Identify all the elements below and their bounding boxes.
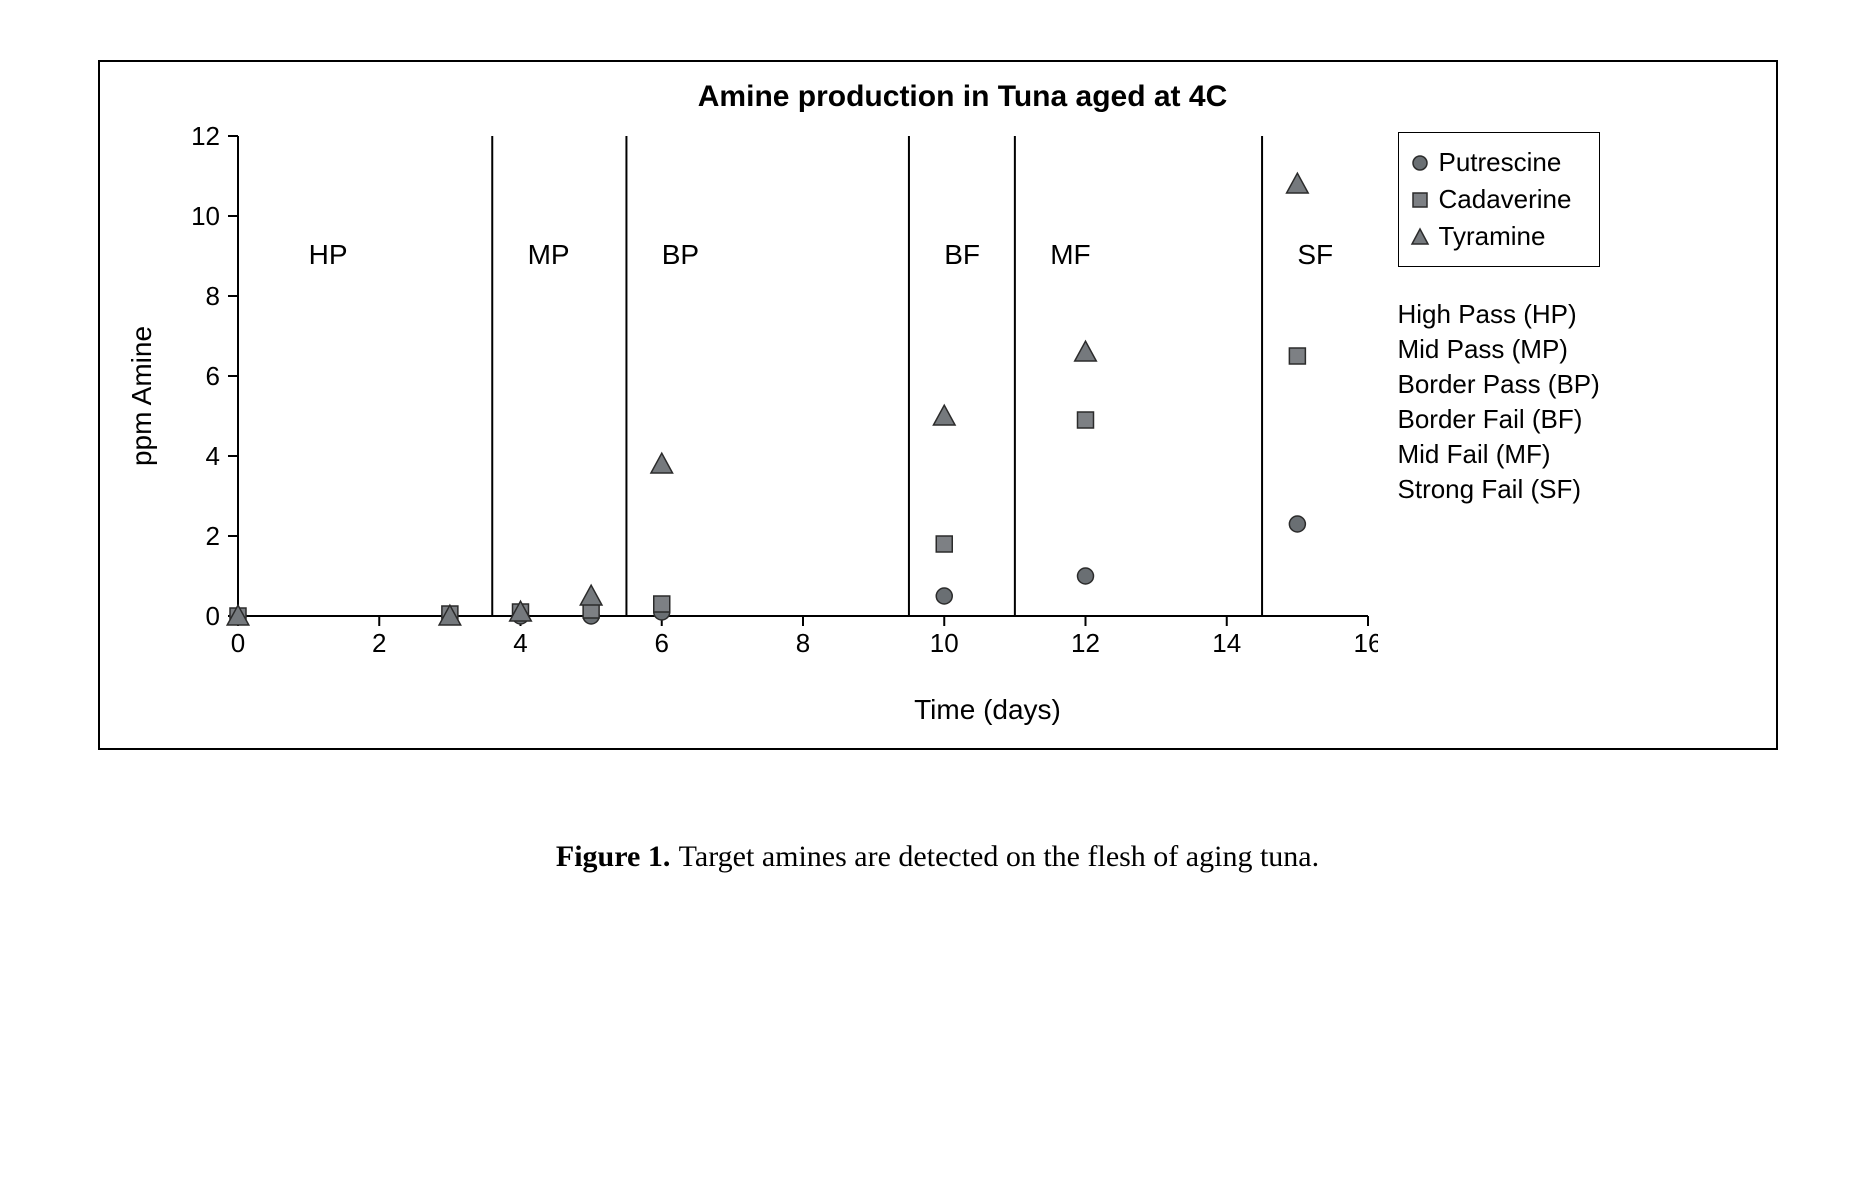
svg-text:6: 6 xyxy=(205,361,219,391)
svg-text:2: 2 xyxy=(372,628,386,658)
circle-icon xyxy=(1409,152,1431,174)
triangle-icon xyxy=(1409,226,1431,248)
y-axis-label: ppm Amine xyxy=(127,326,159,466)
definition-line: Strong Fail (SF) xyxy=(1398,474,1600,505)
svg-text:14: 14 xyxy=(1212,628,1241,658)
svg-text:BP: BP xyxy=(661,239,698,270)
svg-text:BF: BF xyxy=(944,239,980,270)
legend-item: Cadaverine xyxy=(1409,184,1585,215)
svg-text:2: 2 xyxy=(205,521,219,551)
definition-line: Mid Fail (MF) xyxy=(1398,439,1600,470)
definitions-list: High Pass (HP) Mid Pass (MP) Border Pass (… xyxy=(1398,295,1600,509)
definition-line: Border Fail (BF) xyxy=(1398,404,1600,435)
plot-svg: 0 2 4 6 8 10 12 0 2 4 6 8 10 12 14 16 HP MP BP BF MF SF xyxy=(168,126,1378,666)
svg-text:16: 16 xyxy=(1353,628,1377,658)
svg-text:MF: MF xyxy=(1050,239,1090,270)
svg-text:12: 12 xyxy=(1071,628,1100,658)
svg-text:SF: SF xyxy=(1297,239,1333,270)
svg-text:HP: HP xyxy=(308,239,347,270)
svg-text:10: 10 xyxy=(929,628,958,658)
svg-text:4: 4 xyxy=(513,628,527,658)
figure-text: Target amines are detected on the flesh … xyxy=(679,840,1319,873)
svg-text:MP: MP xyxy=(527,239,569,270)
svg-text:10: 10 xyxy=(191,201,220,231)
legend: Putrescine Cadaverine Tyramine xyxy=(1398,132,1600,267)
svg-text:6: 6 xyxy=(654,628,668,658)
chart-frame: Amine production in Tuna aged at 4C ppm … xyxy=(98,60,1778,750)
legend-label: Cadaverine xyxy=(1439,184,1572,215)
figure-caption: Figure 1. Target amines are detected on … xyxy=(60,840,1815,874)
legend-label: Putrescine xyxy=(1439,147,1562,178)
svg-text:8: 8 xyxy=(205,281,219,311)
definition-line: Mid Pass (MP) xyxy=(1398,334,1600,365)
figure-number: Figure 1. xyxy=(556,840,670,873)
chart-body: ppm Amine 0 2 4 6 8 10 12 0 2 4 6 8 10 12 14 16 HP MP BP BF… xyxy=(118,126,1758,666)
legend-item: Tyramine xyxy=(1409,221,1585,252)
legend-label: Tyramine xyxy=(1439,221,1546,252)
chart-title: Amine production in Tuna aged at 4C xyxy=(118,80,1758,114)
svg-text:4: 4 xyxy=(205,441,219,471)
square-icon xyxy=(1409,189,1431,211)
plot-column: 0 2 4 6 8 10 12 0 2 4 6 8 10 12 14 16 HP MP BP BF MF SF xyxy=(168,126,1378,666)
svg-text:8: 8 xyxy=(795,628,809,658)
right-column: Putrescine Cadaverine Tyramine High Pass (… xyxy=(1378,126,1600,666)
y-axis-label-col: ppm Amine xyxy=(118,126,168,666)
svg-text:12: 12 xyxy=(191,126,220,151)
x-axis-label: Time (days) xyxy=(118,694,1758,726)
definition-line: High Pass (HP) xyxy=(1398,299,1600,330)
svg-text:0: 0 xyxy=(230,628,244,658)
definition-line: Border Pass (BP) xyxy=(1398,369,1600,400)
svg-text:0: 0 xyxy=(205,601,219,631)
legend-item: Putrescine xyxy=(1409,147,1585,178)
